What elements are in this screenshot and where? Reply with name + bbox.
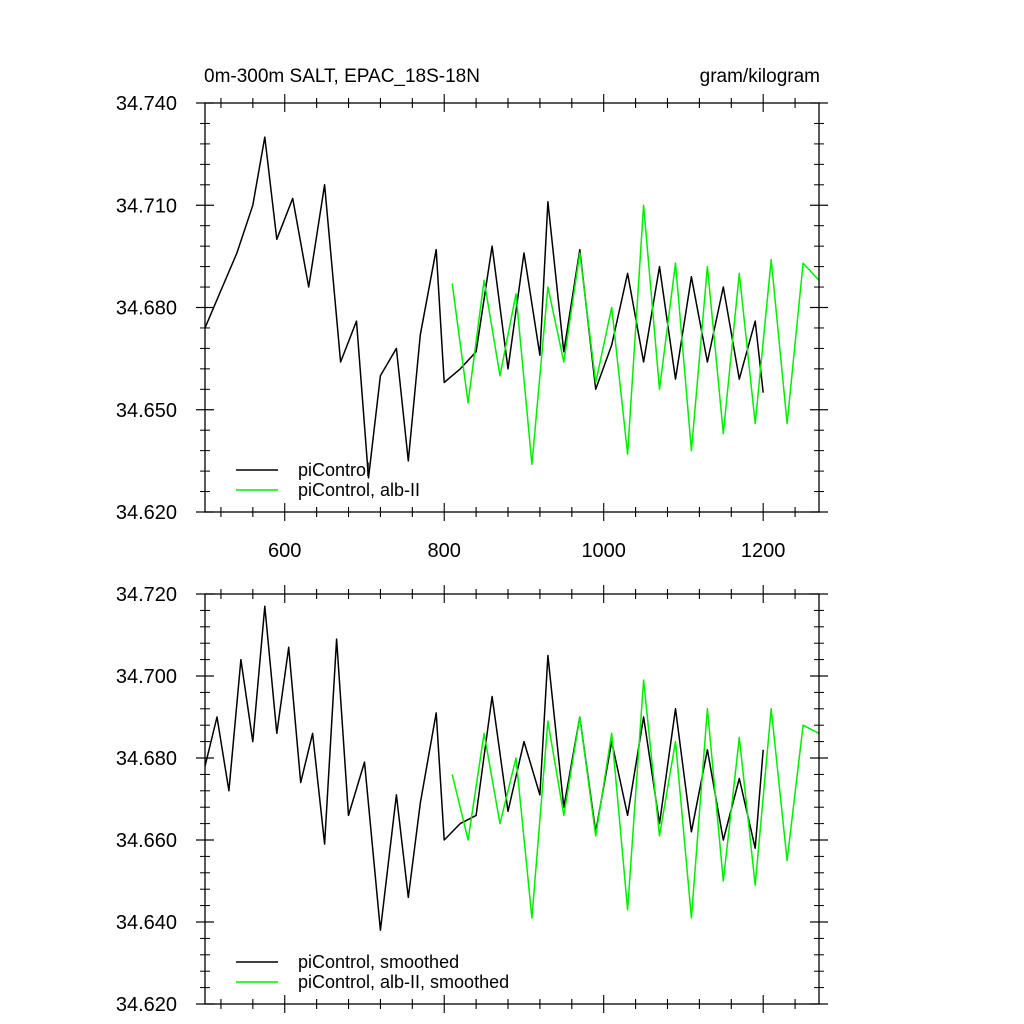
y-tick-label: 34.650 bbox=[116, 400, 177, 422]
chart-title-units: gram/kilogram bbox=[700, 66, 820, 87]
y-tick-label: 34.640 bbox=[116, 912, 177, 934]
series-lines bbox=[204, 136, 820, 479]
series-line bbox=[451, 679, 820, 919]
legend: piControl piControl, alb-II bbox=[236, 460, 420, 500]
y-tick-label: 34.660 bbox=[116, 830, 177, 852]
y-tick-label: 34.680 bbox=[116, 748, 177, 770]
y-tick-label: 34.740 bbox=[116, 93, 177, 115]
legend-label-picontrol: piControl bbox=[298, 460, 370, 480]
series-line bbox=[204, 136, 764, 479]
axis-ticks: 34.620 34.640 34.660 34.680 34.700 34.720 bbox=[116, 584, 828, 1016]
x-tick-label: 800 bbox=[428, 540, 461, 562]
series-line bbox=[451, 204, 820, 466]
x-tick-label: 1200 bbox=[741, 540, 786, 562]
y-tick-label: 34.620 bbox=[116, 994, 177, 1016]
chart-title-left: 0m-300m SALT, EPAC_18S-18N bbox=[204, 66, 480, 87]
axis-ticks: 34.620 34.650 34.680 34.710 34.740 600 800 1000… bbox=[116, 93, 828, 562]
y-tick-label: 34.710 bbox=[116, 195, 177, 217]
y-tick-label: 34.720 bbox=[116, 584, 177, 606]
legend: piControl, smoothed piControl, alb-II, s… bbox=[236, 952, 509, 992]
legend-label-picontrol-smoothed: piControl, smoothed bbox=[298, 952, 459, 972]
series-lines bbox=[204, 605, 820, 931]
series-line bbox=[204, 605, 764, 931]
y-tick-label: 34.620 bbox=[116, 502, 177, 524]
salt-panel-smoothed: 34.620 34.640 34.660 34.680 34.700 34.720 piC… bbox=[116, 584, 828, 1016]
legend-label-alb-ii-smoothed: piControl, alb-II, smoothed bbox=[298, 972, 509, 992]
x-tick-label: 1000 bbox=[581, 540, 626, 562]
legend-label-alb-ii: piControl, alb-II bbox=[298, 480, 420, 500]
x-tick-label: 600 bbox=[268, 540, 301, 562]
y-tick-label: 34.700 bbox=[116, 666, 177, 688]
plot-frame bbox=[204, 593, 820, 1005]
plot-frame bbox=[204, 102, 820, 513]
y-tick-label: 34.680 bbox=[116, 298, 177, 320]
salt-panel-raw: 0m-300m SALT, EPAC_18S-18N gram/kilogram… bbox=[116, 66, 828, 562]
